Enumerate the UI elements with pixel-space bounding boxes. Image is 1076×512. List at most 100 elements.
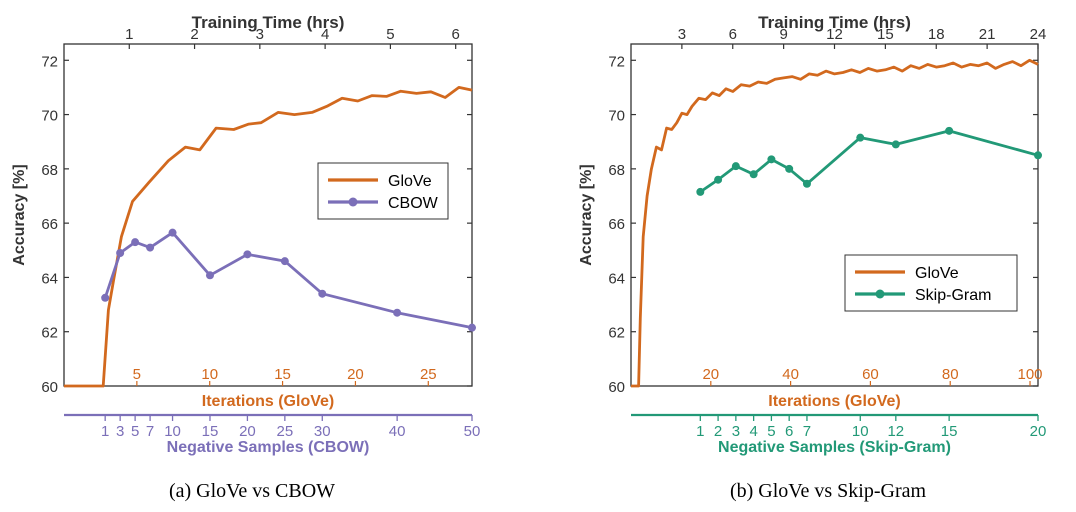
neg-tick-label: 7 (803, 423, 811, 440)
iter-tick-label: 60 (862, 366, 879, 383)
top-tick-label: 5 (386, 26, 394, 43)
y-tick-label: 60 (608, 379, 625, 396)
data-point (696, 187, 705, 196)
data-point (146, 243, 155, 252)
y-tick-label: 68 (41, 162, 58, 179)
data-point (101, 293, 110, 302)
y-tick-label: 72 (608, 53, 625, 70)
neg-tick-label: 3 (732, 423, 740, 440)
y-tick-label: 72 (41, 53, 58, 70)
legend-entry-label: Skip-Gram (915, 287, 991, 304)
top-tick-label: 1 (125, 26, 133, 43)
y-tick-label: 70 (41, 108, 58, 125)
legend-marker (348, 197, 358, 207)
top-tick-label: 3 (678, 26, 686, 43)
legend-entry-label: GloVe (388, 173, 432, 190)
neg-tick-label: 20 (1030, 423, 1047, 440)
data-point (131, 238, 140, 247)
iterations-axis-label: Iterations (GloVe) (202, 393, 334, 410)
neg-tick-label: 50 (464, 423, 481, 440)
top-tick-label: 12 (826, 26, 843, 43)
data-point (802, 179, 811, 188)
y-axis-label: Accuracy [%] (578, 164, 595, 265)
iter-tick-label: 80 (942, 366, 959, 383)
data-point (945, 126, 954, 135)
negative-samples-axis-label: Negative Samples (CBOW) (167, 439, 370, 456)
neg-tick-label: 1 (696, 423, 704, 440)
iterations-axis-label: Iterations (GloVe) (768, 393, 900, 410)
top-axis-label: Training Time (hrs) (758, 13, 911, 32)
series-line-glove (64, 86, 473, 388)
neg-tick-label: 30 (314, 423, 331, 440)
iter-tick-label: 40 (782, 366, 799, 383)
y-tick-label: 60 (41, 379, 58, 396)
neg-tick-label: 5 (767, 423, 775, 440)
y-tick-label: 68 (608, 162, 625, 179)
neg-tick-label: 2 (714, 423, 722, 440)
legend: GloVe CBOW (317, 162, 449, 220)
neg-tick-label: 25 (277, 423, 294, 440)
data-point (168, 228, 177, 237)
top-tick-label: 6 (452, 26, 460, 43)
neg-tick-label: 3 (116, 423, 124, 440)
neg-tick-label: 40 (389, 423, 406, 440)
iter-tick-label: 25 (420, 366, 437, 383)
series-line-skip-gram (699, 129, 1039, 194)
neg-tick-label: 7 (146, 423, 154, 440)
neg-tick-label: 4 (749, 423, 757, 440)
y-tick-label: 66 (608, 216, 625, 233)
neg-tick-label: 1 (101, 423, 109, 440)
neg-tick-label: 15 (941, 423, 958, 440)
iter-tick-label: 10 (201, 366, 218, 383)
iter-tick-label: 15 (274, 366, 291, 383)
data-point (205, 271, 214, 280)
top-tick-label: 6 (729, 26, 737, 43)
data-point (243, 250, 252, 259)
figure-caption: (b) GloVe vs Skip-Gram (730, 480, 927, 502)
plot-frame (630, 43, 1039, 387)
data-point (891, 140, 900, 149)
y-tick-label: 64 (608, 270, 625, 287)
legend-entry-label: CBOW (388, 195, 439, 212)
y-tick-label: 70 (608, 108, 625, 125)
series-line-cbow (103, 231, 473, 329)
data-point (1034, 151, 1042, 160)
y-tick-label: 62 (608, 325, 625, 342)
y-tick-label: 62 (41, 325, 58, 342)
y-tick-label: 64 (41, 270, 58, 287)
data-point (856, 133, 865, 142)
neg-tick-label: 10 (164, 423, 181, 440)
series-line-glove (631, 58, 1039, 388)
top-tick-label: 24 (1030, 26, 1047, 43)
neg-tick-label: 20 (239, 423, 256, 440)
data-point (767, 155, 776, 164)
top-tick-label: 21 (979, 26, 996, 43)
figure-caption: (a) GloVe vs CBOW (169, 480, 335, 502)
negative-samples-axis-label: Negative Samples (Skip-Gram) (718, 439, 951, 456)
top-tick-label: 2 (190, 26, 198, 43)
top-tick-label: 9 (779, 26, 787, 43)
panel-glove-vs-cbow: 60 62 64 66 68 70 72 Accuracy [%] 1 2 3 4 5 6 Training… (11, 13, 480, 502)
data-point (749, 170, 758, 179)
plot-frame (63, 43, 473, 387)
legend-box (844, 254, 1018, 312)
data-point (714, 175, 723, 184)
y-tick-label: 66 (41, 216, 58, 233)
neg-tick-label: 5 (131, 423, 139, 440)
top-tick-label: 4 (321, 26, 329, 43)
legend-box (317, 162, 449, 220)
top-axis-label: Training Time (hrs) (192, 13, 345, 32)
neg-tick-label: 6 (785, 423, 793, 440)
legend-entry-label: GloVe (915, 265, 959, 282)
data-point (116, 249, 125, 257)
top-tick-label: 3 (256, 26, 264, 43)
data-point (393, 308, 402, 317)
data-point (731, 162, 740, 171)
legend: GloVe Skip-Gram (844, 254, 1018, 312)
iter-tick-label: 20 (702, 366, 719, 383)
iter-tick-label: 20 (347, 366, 364, 383)
y-axis-label: Accuracy [%] (11, 164, 28, 265)
data-point (468, 323, 476, 332)
